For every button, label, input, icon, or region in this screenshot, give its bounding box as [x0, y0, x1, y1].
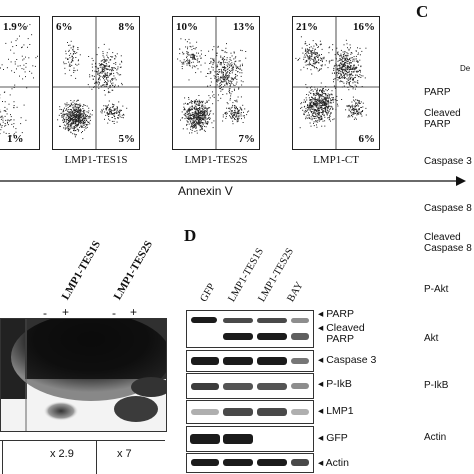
quadrant-upper-right: 1.9% [3, 21, 28, 33]
band [291, 358, 309, 364]
quadrant-upper-right: 8% [118, 21, 136, 33]
plot-label-tes1s: LMP1-TES1S [64, 154, 128, 166]
band [223, 383, 253, 390]
fold-change-1: x 2.9 [50, 448, 74, 460]
band [257, 408, 287, 416]
blot-row-gfp [186, 426, 314, 452]
scatter-dots [53, 17, 139, 149]
d-lane-label-bay: BAY [285, 280, 306, 304]
band [257, 459, 287, 466]
blot-row-lmp1 [186, 400, 314, 424]
panel-c-label-p-ikb: P-IkB [424, 380, 449, 391]
band [191, 357, 219, 365]
band [223, 459, 253, 466]
d-label-gfp: ◂ GFP [318, 432, 348, 444]
d-label-p-ikb: ◂ P-IkB [318, 378, 352, 390]
d-label-parp: ◂ PARP [318, 308, 355, 320]
panel-c-label-akt: Akt [424, 333, 439, 344]
panel-letter-c: C [416, 2, 429, 21]
axis-label-annexin: Annexin V [178, 184, 233, 198]
d-label-caspase3: ◂ Caspase 3 [318, 354, 377, 366]
panel-c-label-p-akt: P-Akt [424, 284, 449, 295]
blot-row-parp [186, 310, 314, 348]
band [257, 318, 287, 323]
flow-plot-tes1s: 6% 8% 5% [52, 16, 140, 150]
fold-change-2: x 7 [117, 448, 132, 460]
quadrant-upper-left: 10% [176, 21, 198, 33]
sign-minus-2: - [112, 306, 116, 320]
flow-plot-partial: 1.9% 1% [0, 16, 40, 150]
scatter-dots [0, 24, 39, 140]
left-lane-label-tes2s: LMP1-TES2S [111, 238, 156, 302]
flow-plot-tes2s: 10% 13% 7% [172, 16, 260, 150]
sign-plus-2: + [130, 305, 138, 319]
blot-row-p-ikb [186, 373, 314, 399]
band [257, 357, 287, 365]
band [191, 409, 219, 415]
panel-c-label-cleaved-caspase8: Cleaved Caspase 8 [424, 232, 472, 254]
quadrant-lower-right: 1% [7, 133, 24, 145]
panel-c-label-caspase8: Caspase 8 [424, 203, 472, 214]
plot-label-tes2s: LMP1-TES2S [184, 154, 248, 166]
d-lane-label-gfp: GFP [198, 281, 218, 304]
band [291, 409, 309, 415]
panel-c-label-cleaved-parp: Cleaved PARP [424, 108, 461, 130]
blot-row-actin [186, 453, 314, 473]
plot-label-ct: LMP1-CT [313, 154, 359, 166]
scatter-dots [293, 17, 379, 149]
left-lane-label-tes1s: LMP1-TES1S [59, 238, 104, 302]
flow-plot-ct: 21% 16% 6% [292, 16, 380, 150]
panel-c-label-parp: PARP [424, 87, 451, 98]
band [291, 383, 309, 389]
left-blot-image [0, 318, 167, 432]
quadrant-upper-left: 21% [296, 21, 318, 33]
band [257, 383, 287, 390]
quadrant-lower-right: 7% [238, 133, 256, 145]
quadrant-lower-right: 6% [358, 133, 376, 145]
band [291, 318, 309, 323]
band [191, 317, 217, 323]
band [223, 408, 253, 416]
sign-plus-1: + [62, 305, 70, 319]
band [223, 434, 253, 444]
quadrant-lower-right: 5% [118, 133, 136, 145]
fold-divider-left [2, 440, 3, 474]
quadrant-upper-right: 16% [353, 21, 375, 33]
band [191, 383, 219, 390]
scatter-dots [173, 17, 259, 149]
annexin-axis-arrow [0, 174, 474, 186]
left-blot-divider [0, 440, 165, 441]
band [190, 434, 220, 444]
d-label-cleaved-parp: ◂ Cleaved PARP [318, 322, 365, 345]
fold-divider [96, 440, 97, 474]
band [223, 318, 253, 323]
band [257, 333, 287, 340]
band [291, 459, 309, 466]
panel-c-label-caspase3: Caspase 3 [424, 156, 472, 167]
blot-row-caspase3 [186, 350, 314, 372]
band [291, 333, 309, 340]
panel-c-header: De [460, 64, 471, 73]
quadrant-upper-right: 13% [233, 21, 255, 33]
panel-c-label-actin: Actin [424, 432, 447, 443]
sign-minus-1: - [43, 306, 47, 320]
band [223, 357, 253, 365]
d-label-lmp1: ◂ LMP1 [318, 405, 354, 417]
quadrant-upper-left: 6% [56, 21, 73, 33]
d-label-actin: ◂ Actin [318, 457, 349, 469]
band [223, 333, 253, 340]
panel-letter-d: D [184, 226, 197, 245]
band [191, 459, 219, 466]
